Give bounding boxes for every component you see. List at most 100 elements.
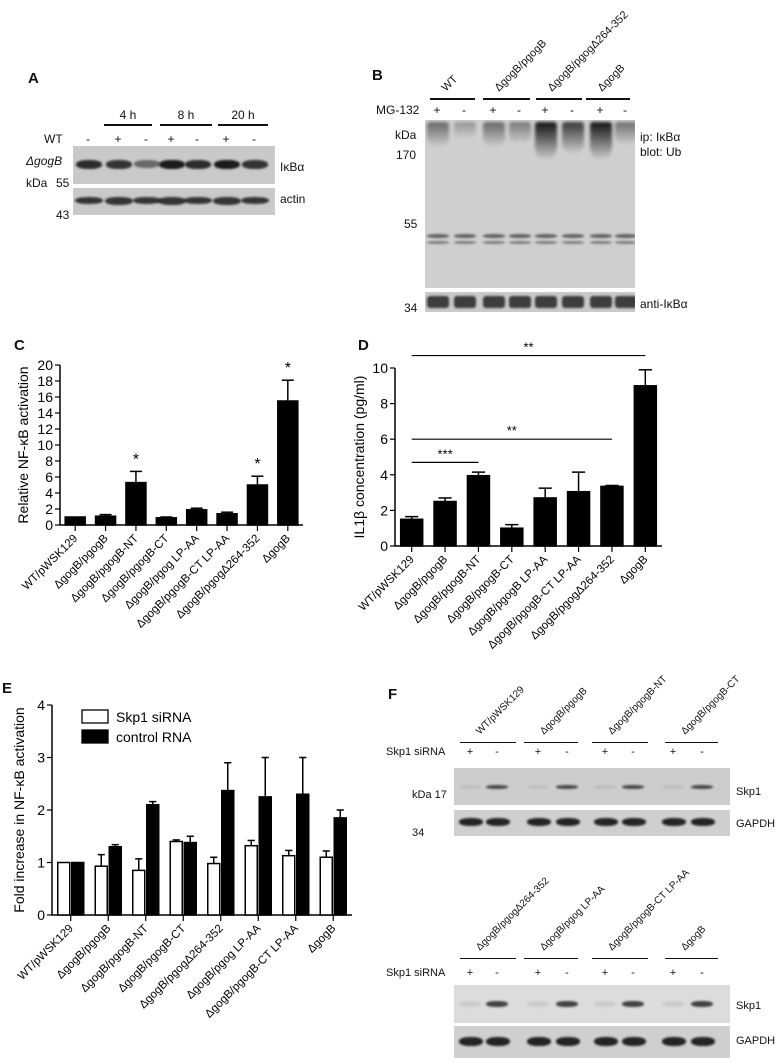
group-bracket (524, 742, 578, 744)
wt-sign: + (222, 132, 230, 146)
y-tick-label: 4 (380, 467, 388, 483)
gapdh-band (527, 1037, 551, 1046)
anti-ikba-blot (425, 292, 635, 312)
significance-label: ** (523, 340, 533, 355)
bar-control-rna (71, 861, 85, 916)
actin-label: actin (280, 192, 306, 206)
group-bracket (592, 958, 648, 960)
marker-34: 34 (404, 301, 418, 315)
skp1-band (622, 785, 644, 789)
band-50 (615, 241, 635, 244)
time-group-label: 8 h (177, 108, 195, 122)
kda-label: kDa (26, 176, 48, 190)
time-group-label: 4 h (119, 108, 137, 122)
gapdh-band (594, 818, 618, 826)
y-tick-label: 4 (37, 697, 45, 713)
gogb-row-label: ΔgogB (26, 154, 63, 168)
gapdh-band (662, 1037, 686, 1046)
y-axis-label: Fold increase in NF-κB activation (11, 707, 27, 912)
skp1-sirna-sign: - (700, 746, 704, 758)
bar-skp1-sirna (132, 869, 146, 916)
ub-blot (425, 120, 635, 288)
band-50 (483, 241, 505, 244)
y-tick-label: 10 (37, 437, 53, 453)
gapdh-band (622, 818, 646, 826)
group-label: ΔgogB/pgogB-CT (679, 673, 743, 737)
significance-label: ** (507, 423, 517, 438)
marker-55: 55 (404, 217, 418, 231)
skp1-sirna-sign: - (565, 746, 569, 758)
skp1-sirna-sign: - (565, 967, 569, 979)
marker-55: 55 (56, 176, 70, 190)
y-tick-label: 4 (45, 485, 53, 501)
kda-label: kDa (395, 128, 417, 142)
legend-swatch (81, 729, 109, 744)
bar-skp1-sirna (94, 865, 108, 916)
bar (277, 400, 299, 526)
skp1-sirna-sign: + (669, 967, 677, 979)
wt-sign: + (167, 132, 175, 146)
y-tick-label: 2 (380, 502, 388, 518)
ikba-band (76, 160, 102, 169)
y-tick-label: 0 (380, 538, 388, 554)
ub-smear (509, 122, 531, 144)
group-bracket (104, 124, 152, 126)
group-label: ΔgogB/pgogΔ264-352 (474, 875, 552, 953)
group-label: ΔgogB/pgogB-NT (606, 673, 670, 737)
bar (533, 497, 557, 547)
y-tick-label: 1 (37, 855, 45, 871)
skp1-sirna-label-bottom: Skp1 siRNA (386, 967, 446, 979)
group-label: ΔgogB/pgogB-CT LP-AA (606, 867, 692, 953)
band-55 (454, 234, 476, 238)
wt-sign: + (114, 132, 122, 146)
wt-sign: - (144, 132, 148, 146)
mg132-sign: + (541, 103, 549, 117)
bar-control-rna (333, 817, 347, 916)
group-bracket (524, 958, 578, 960)
band-50 (562, 241, 584, 244)
skp1-band (691, 785, 713, 789)
marker-170: 170 (396, 148, 417, 162)
gapdh-band (486, 1037, 510, 1046)
skp1-band (662, 785, 684, 789)
band-55 (562, 234, 584, 238)
anti-ikba-band (509, 296, 531, 308)
y-tick-label: 2 (45, 501, 53, 517)
panel-letter-a: A (28, 70, 39, 87)
significance-star: * (254, 456, 260, 473)
anti-ikba-band (427, 296, 449, 308)
skp1-sirna-sign: + (466, 967, 474, 979)
skp1-sirna-sign: + (601, 967, 609, 979)
x-tick-label: ΔgogB (305, 922, 338, 955)
y-tick-label: 2 (37, 802, 45, 818)
skp1-sirna-label-top: Skp1 siRNA (386, 746, 446, 758)
y-axis-label: Relative NF-κB activation (15, 366, 31, 523)
gapdh-band (622, 1037, 646, 1046)
ikba-blot (73, 146, 275, 184)
skp1-sirna-sign: - (495, 967, 499, 979)
x-tick-label: ΔgogB/pgogB-CT (116, 923, 188, 995)
gapdh-band (459, 1037, 483, 1046)
skp1-label-bottom: Skp1 (736, 1000, 762, 1012)
ub-smear (454, 122, 476, 139)
blot-ub-label: blot: Ub (640, 145, 682, 159)
bar (94, 515, 117, 526)
x-tick-label: ΔgogB (618, 553, 651, 586)
skp1-band (486, 1001, 508, 1007)
skp1-sirna-sign: - (631, 746, 635, 758)
actin-band (184, 197, 212, 204)
group-bracket (665, 742, 718, 744)
panel-letter-d: D (358, 337, 369, 354)
significance-star: * (285, 360, 291, 377)
skp1-band (622, 1001, 644, 1007)
actin-blot (73, 188, 275, 215)
mg132-sign: - (462, 103, 466, 117)
bar-skp1-sirna (57, 861, 71, 916)
anti-ikba-band (562, 296, 584, 308)
bar (633, 385, 658, 547)
ikba-band (159, 160, 185, 169)
group-bracket (536, 98, 582, 100)
y-tick-label: 8 (45, 453, 53, 469)
group-label: ΔgogB/pgog LP-AA (538, 883, 608, 953)
